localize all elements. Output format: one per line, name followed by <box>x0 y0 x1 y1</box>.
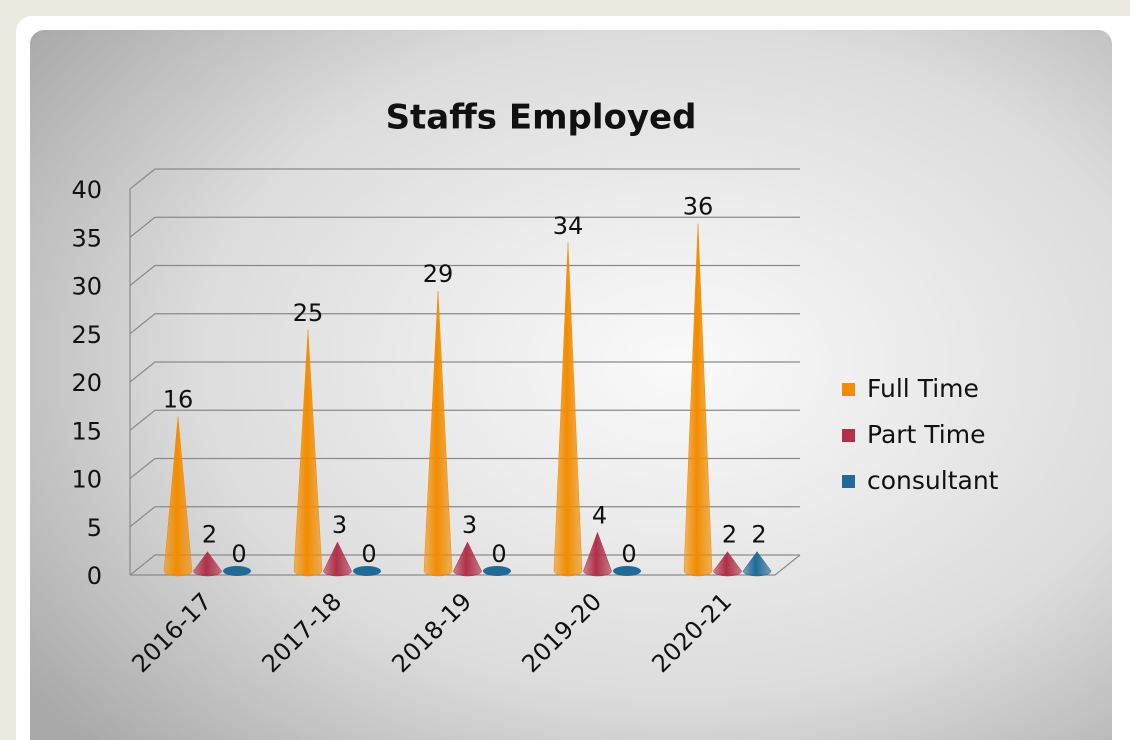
grid-line <box>129 409 800 431</box>
legend-label: Full Time <box>867 374 979 403</box>
bar <box>193 551 222 577</box>
bar <box>223 566 251 576</box>
data-label: 16 <box>163 386 194 414</box>
bar <box>453 541 482 577</box>
bar <box>742 551 772 577</box>
legend-label: consultant <box>867 466 999 495</box>
bar <box>163 416 193 577</box>
grid-line <box>129 361 800 383</box>
data-label: 0 <box>361 540 376 568</box>
legend-swatch <box>842 383 855 396</box>
data-label: 0 <box>491 540 506 568</box>
data-label: 2 <box>202 521 217 549</box>
y-tick-label: 35 <box>71 224 102 252</box>
legend-swatch <box>842 475 855 488</box>
y-tick-label: 15 <box>71 417 102 445</box>
grid-line <box>129 264 800 286</box>
data-label: 3 <box>462 511 477 539</box>
y-tick-label: 30 <box>71 273 102 301</box>
bar <box>583 531 612 577</box>
grid-line <box>129 457 800 479</box>
legend-label: Part Time <box>867 420 985 449</box>
data-label: 29 <box>423 260 454 288</box>
y-tick-label: 25 <box>71 321 102 349</box>
chart-title: Staffs Employed <box>386 98 697 138</box>
y-tick-label: 20 <box>71 369 102 397</box>
bar <box>323 541 352 577</box>
bar <box>683 223 713 577</box>
legend-swatch <box>842 429 855 442</box>
bar <box>553 242 583 577</box>
y-tick-label: 5 <box>87 514 102 542</box>
data-label: 0 <box>621 540 636 568</box>
grid-line <box>129 506 800 528</box>
data-label: 36 <box>683 193 714 221</box>
data-label: 34 <box>553 212 584 240</box>
bar <box>353 566 381 576</box>
bar <box>613 566 641 576</box>
data-label: 3 <box>332 511 347 539</box>
grid-line <box>129 168 800 190</box>
bar <box>483 566 511 576</box>
y-tick-label: 10 <box>71 466 102 494</box>
bar <box>713 551 742 577</box>
grid-line <box>129 554 800 576</box>
y-tick-label: 40 <box>71 176 102 204</box>
data-label: 2 <box>751 521 766 549</box>
data-label: 0 <box>231 540 246 568</box>
data-label: 2 <box>722 521 737 549</box>
y-tick-label: 0 <box>87 562 102 590</box>
data-label: 25 <box>293 299 324 327</box>
bar <box>293 329 323 577</box>
grid-line <box>129 216 800 238</box>
data-label: 4 <box>592 501 607 529</box>
grid-line <box>129 313 800 335</box>
bar <box>423 291 453 577</box>
